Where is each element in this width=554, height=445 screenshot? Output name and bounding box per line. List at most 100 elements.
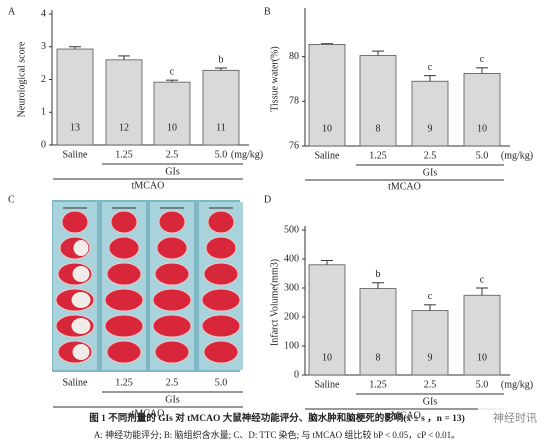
n-label: 10 (322, 123, 332, 134)
brain-slice (207, 210, 235, 234)
x-axis-label: tMCAO (132, 408, 165, 419)
y-tick-label: 3 (41, 41, 46, 52)
n-label: 8 (376, 352, 381, 363)
x-tick-label: 5.0 (215, 149, 228, 160)
caption-title: 图 1 不同剂量的 GIs 对 tMCAO 大鼠神经功能评分、脑水肿和脑梗死的影… (89, 412, 465, 424)
brain-slice (154, 262, 190, 286)
bar (308, 43, 346, 147)
n-label: 10 (477, 352, 487, 363)
sig-label: c (428, 291, 433, 302)
group-label: GIs (423, 396, 438, 407)
x-tick-label: Saline (63, 149, 89, 160)
brain-slice (201, 288, 241, 312)
n-label: 10 (477, 123, 487, 134)
sig-label: b (219, 54, 224, 65)
y-tick-label: 100 (284, 340, 299, 351)
bar (411, 80, 449, 147)
brain-slice (104, 288, 144, 312)
x-tick-label: 1.25 (115, 377, 133, 388)
brain-slice (203, 340, 239, 364)
panel-letter: D (264, 194, 271, 205)
y-tick-label: 80 (289, 51, 299, 62)
n-label: 10 (322, 352, 332, 363)
brain-slice (152, 288, 192, 312)
brain-slice (110, 210, 138, 234)
n-label: 10 (167, 122, 177, 133)
x-tick-label: 2.5 (424, 379, 437, 390)
bar (202, 69, 240, 146)
sig-label: b (376, 269, 381, 280)
y-tick-label: 78 (289, 96, 299, 107)
infarct (71, 318, 91, 334)
panel-letter: A (8, 6, 16, 17)
y-tick-label: 0 (294, 369, 299, 380)
bar (359, 55, 397, 147)
y-tick-label: 300 (284, 282, 299, 293)
sig-label: c (428, 62, 433, 73)
watermark: 神经时讯 (493, 411, 537, 425)
panel-letter: C (8, 194, 15, 205)
y-axis-label: Tissue water(%) (269, 46, 280, 111)
brain-slice (108, 236, 140, 260)
x-tick-label: 5.0 (476, 150, 489, 161)
x-tick-label: 2.5 (166, 149, 179, 160)
bar (308, 264, 346, 376)
infarct (72, 344, 90, 360)
sig-label: c (480, 54, 485, 65)
y-tick-label: 400 (284, 253, 299, 264)
panel-letter: B (264, 6, 271, 17)
unit-label: (mg/kg) (231, 149, 263, 160)
n-label: 11 (216, 122, 226, 133)
n-label: 13 (70, 122, 80, 133)
x-tick-label: 1.25 (115, 149, 133, 160)
bar (359, 288, 397, 376)
bar (463, 73, 501, 147)
y-tick-label: 0 (41, 139, 46, 150)
unit-label: (mg/kg) (501, 379, 533, 390)
n-label: 9 (428, 123, 433, 134)
x-tick-label: 5.0 (476, 379, 489, 390)
y-tick-label: 500 (284, 224, 299, 235)
brain-slice (201, 314, 241, 338)
brain-slice (205, 236, 237, 260)
y-tick-label: 4 (41, 8, 46, 19)
brain-slice (104, 314, 144, 338)
bar (411, 310, 449, 376)
x-tick-label: 5.0 (215, 377, 228, 388)
y-tick-label: 200 (284, 311, 299, 322)
brain-slice (106, 262, 142, 286)
brain-slice (158, 210, 186, 234)
brain-slice (152, 314, 192, 338)
x-tick-label: 1.25 (369, 379, 387, 390)
x-tick-label: 1.25 (369, 150, 387, 161)
brain-slice (154, 340, 190, 364)
group-label: GIs (423, 167, 438, 178)
y-tick-label: 76 (289, 140, 299, 151)
watermark-bg (478, 408, 554, 430)
y-tick-label: 1 (41, 107, 46, 118)
caption-note: A: 神经功能评分; B: 脑组织含水量; C、D: TTC 染色; 与 tMC… (94, 429, 460, 440)
brain-slice (106, 340, 142, 364)
infarct (73, 240, 89, 256)
brain-slice (203, 262, 239, 286)
brain-slice (61, 210, 89, 234)
sig-label: c (170, 66, 175, 77)
bar (105, 59, 143, 146)
n-label: 8 (376, 123, 381, 134)
sig-label: c (480, 274, 485, 285)
infarct (71, 292, 91, 308)
x-axis-label: tMCAO (388, 410, 421, 421)
x-axis-label: tMCAO (388, 181, 421, 192)
brain-slice (156, 236, 188, 260)
y-tick-label: 2 (41, 74, 46, 85)
x-tick-label: Saline (315, 379, 341, 390)
x-tick-label: 2.5 (166, 377, 179, 388)
unit-label: (mg/kg) (501, 150, 533, 161)
x-tick-label: Saline (315, 150, 341, 161)
infarct (72, 266, 90, 282)
group-label: GIs (165, 394, 180, 405)
n-label: 9 (428, 352, 433, 363)
y-axis-label: Neurological score (16, 41, 27, 117)
x-axis-label: tMCAO (132, 180, 165, 191)
